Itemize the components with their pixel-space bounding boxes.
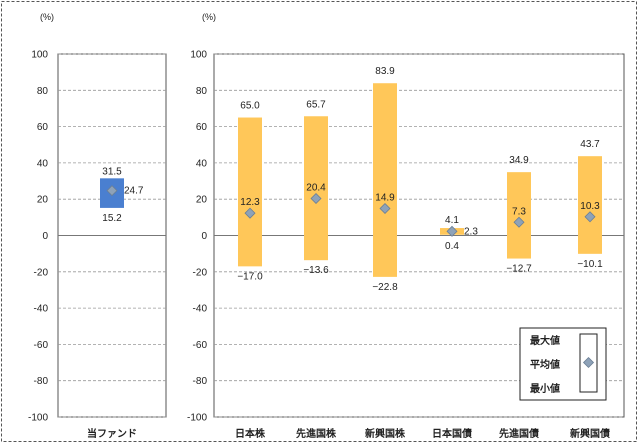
average-marker: [513, 216, 525, 228]
avg-value-label: 12.3: [240, 197, 260, 208]
y-tick-label: -20: [34, 267, 49, 278]
y-tick-label: -100: [28, 413, 48, 424]
range-bar: [238, 117, 262, 267]
y-tick-label: 100: [190, 50, 207, 61]
range-bar: [507, 172, 531, 259]
y-tick-label: -80: [34, 376, 49, 387]
y-tick-label: -60: [193, 340, 208, 351]
range-bar: [373, 83, 397, 277]
max-value-label: 65.0: [240, 101, 260, 112]
y-tick-label: 40: [196, 158, 208, 169]
range-bar: [304, 116, 328, 261]
max-value-label: 31.5: [102, 166, 122, 177]
average-marker: [310, 192, 322, 204]
right-y-axis: 100 80 60 40 20 0 -20 -40 -60 -80 -100: [187, 50, 207, 424]
category-label: 先進国株: [296, 427, 337, 440]
right-unit-label: (%): [202, 12, 216, 22]
min-value-label: 15.2: [102, 213, 122, 224]
y-tick-label: -20: [193, 267, 208, 278]
avg-value-label: 10.3: [580, 201, 600, 212]
max-value-label: 43.7: [580, 139, 600, 150]
avg-value-label: 2.3: [464, 226, 478, 237]
y-tick-label: 80: [37, 86, 49, 97]
asset-panel: 65.0 12.3 −17.0 65.7 20.4 −13.6 83.9 14.9 −22.8 4…: [213, 53, 625, 418]
y-tick-label: 20: [196, 195, 208, 206]
min-value-label: −13.6: [303, 265, 329, 276]
legend-max-label: 最大値: [530, 334, 560, 347]
average-marker: [379, 202, 391, 214]
y-tick-label: 100: [31, 50, 48, 61]
y-tick-label: 80: [196, 86, 208, 97]
y-tick-label: 40: [37, 158, 49, 169]
y-tick-label: 0: [201, 231, 207, 242]
average-marker: [106, 185, 118, 197]
max-value-label: 65.7: [306, 99, 326, 110]
min-value-label: −17.0: [237, 271, 263, 282]
asset-category-labels: 日本株 先進国株 新興国株 日本国債 先進国債 新興国債: [235, 427, 610, 440]
avg-value-label: 24.7: [124, 186, 144, 197]
y-tick-label: 0: [42, 231, 48, 242]
max-value-label: 34.9: [509, 155, 529, 166]
legend-marker-icon: [582, 356, 595, 369]
y-tick-label: 20: [37, 195, 49, 206]
category-label: 新興国債: [570, 427, 610, 440]
category-label-fund: 当ファンド: [87, 427, 137, 440]
legend-avg-label: 平均値: [530, 358, 560, 371]
min-value-label: 0.4: [445, 241, 459, 252]
category-label: 新興国株: [365, 427, 406, 440]
max-value-label: 83.9: [375, 66, 395, 77]
category-label: 先進国債: [499, 427, 539, 440]
average-marker: [244, 207, 256, 219]
avg-value-label: 14.9: [375, 192, 395, 203]
y-tick-label: 60: [196, 122, 208, 133]
left-unit-label: (%): [40, 12, 54, 22]
y-tick-label: -100: [187, 413, 207, 424]
range-bar: [578, 156, 602, 254]
max-value-label: 4.1: [445, 215, 459, 226]
y-tick-label: -60: [34, 340, 49, 351]
average-marker: [584, 211, 596, 223]
min-value-label: −12.7: [506, 264, 532, 275]
min-value-label: −10.1: [577, 259, 603, 270]
avg-value-label: 20.4: [306, 182, 326, 193]
category-label: 日本株: [235, 427, 266, 440]
y-tick-label: 60: [37, 122, 49, 133]
fund-panel: 31.524.7 15.2: [57, 53, 167, 418]
y-tick-label: -40: [193, 304, 208, 315]
avg-value-label: 7.3: [512, 206, 526, 217]
category-label: 日本国債: [432, 427, 472, 440]
min-value-label: −22.8: [372, 282, 398, 293]
average-marker: [446, 225, 458, 237]
legend-min-label: 最小値: [530, 382, 560, 395]
legend: 最大値 平均値 最小値: [519, 327, 607, 401]
y-tick-label: -40: [34, 304, 49, 315]
left-y-axis: 100 80 60 40 20 0 -20 -40 -60 -80 -100: [28, 50, 48, 424]
y-tick-label: -80: [193, 376, 208, 387]
